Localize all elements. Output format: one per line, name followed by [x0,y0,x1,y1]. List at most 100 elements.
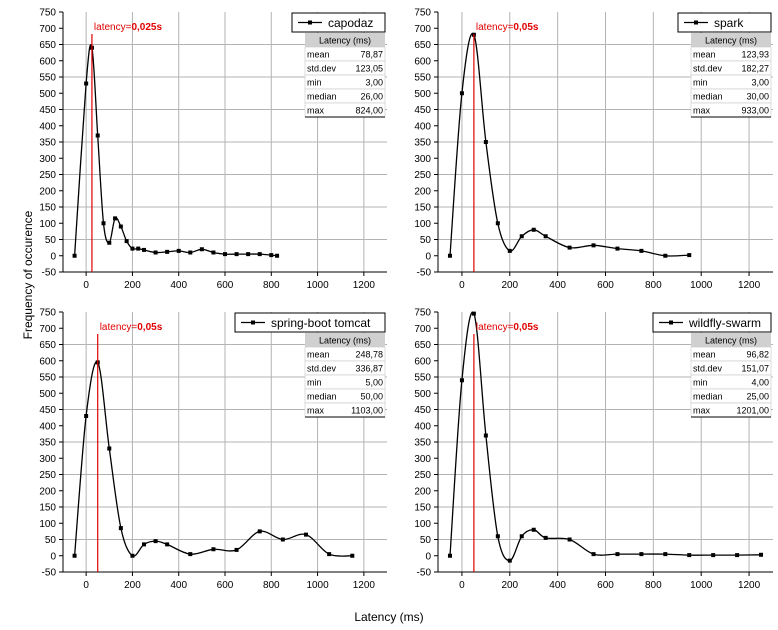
y-tick-label: 0 [425,251,431,262]
y-tick-label: 150 [414,503,431,514]
y-tick-label: 750 [39,308,56,319]
data-point [188,552,193,557]
data-point [447,553,452,558]
y-tick-label: 500 [414,89,431,100]
data-point [223,252,227,257]
y-tick-label: 700 [39,324,56,335]
y-tick-label: 50 [45,235,57,246]
stats-row-value: 1201,00 [736,406,769,416]
x-tick-label: 400 [549,280,566,291]
y-tick-label: 250 [414,470,431,481]
stats-row-label: std.dev [307,64,337,74]
stats-row-value: 182,27 [741,64,769,74]
y-tick-label: 400 [414,421,431,432]
stats-row-label: min [693,78,708,88]
data-point [118,526,123,531]
y-tick-label: 550 [39,73,56,84]
latency-annotation-value: 0,05s [513,322,538,333]
x-tick-label: 600 [217,580,234,591]
stats-row-value: 26,00 [360,92,383,102]
x-tick-label: 600 [597,280,614,291]
data-point [447,253,452,258]
stats-row-value: 248,78 [355,350,383,360]
data-point [711,553,716,558]
data-point [246,252,251,257]
x-tick-label: 800 [263,580,280,591]
stats-row-label: min [307,378,322,388]
stats-row-value: 123,05 [355,64,383,74]
data-point [72,553,77,558]
x-tick-label: 1000 [306,280,329,291]
legend-label: capodaz [328,16,373,30]
stats-header-bg [691,333,771,347]
y-tick-label: 150 [39,203,56,214]
x-tick-label: 200 [501,280,518,291]
y-tick-label: 550 [414,373,431,384]
y-tick-label: 500 [414,389,431,400]
y-tick-label: 600 [39,56,56,67]
data-point [153,539,158,544]
x-tick-label: 400 [549,580,566,591]
y-tick-label: -50 [417,568,432,579]
y-tick-label: 350 [39,138,56,149]
y-tick-label: 150 [414,203,431,214]
x-tick-label: 800 [645,580,662,591]
data-point [591,243,596,248]
stats-row-label: std.dev [307,364,337,374]
stats-row-value: 78,87 [360,50,383,60]
x-tick-label: 1200 [738,280,761,291]
x-tick-label: 200 [124,580,141,591]
y-tick-label: 300 [414,454,431,465]
y-tick-label: 600 [414,356,431,367]
data-point [257,529,262,534]
data-point [84,81,89,86]
chart-panel-4: -50 0 50 100 150 200 250 300 350 400 450 500 550 600 6… [414,308,773,591]
data-point [113,216,118,221]
data-point [531,527,536,532]
y-tick-label: 650 [414,340,431,351]
data-point [459,378,464,383]
stats-row-label: max [693,406,711,416]
data-point [130,553,135,558]
data-point [567,245,572,250]
y-tick-label: 750 [39,8,56,19]
x-tick-label: 600 [597,580,614,591]
legend-marker [669,320,673,325]
x-tick-label: 1000 [690,580,713,591]
latency-annotation-prefix: latency= [94,22,132,33]
x-tick-label: 1200 [353,580,376,591]
data-point [124,239,129,244]
data-point [687,553,692,558]
legend-marker [251,320,255,325]
y-tick-label: 350 [39,438,56,449]
data-point [165,249,170,254]
legend-label: wildfly-swarm [688,316,761,330]
stats-row-label: max [307,106,325,116]
legend-box [652,312,772,333]
y-tick-label: 600 [414,56,431,67]
data-point [350,553,355,558]
data-point [142,247,146,252]
y-tick-label: 200 [39,486,56,497]
data-point [142,542,146,547]
data-point [495,221,500,226]
data-point [687,253,692,258]
y-tick-label: 200 [414,186,431,197]
legend-label: spring-boot tomcat [271,316,371,330]
data-point [639,552,644,557]
x-tick-label: 0 [459,580,465,591]
y-tick-label: 700 [39,24,56,35]
data-point [101,221,106,226]
y-tick-label: 750 [414,308,431,319]
latency-annotation: latency=0,05s [100,322,163,333]
y-tick-label: 0 [50,551,56,562]
data-point [280,537,285,542]
data-point [519,234,524,239]
data-point [130,246,135,251]
data-point [459,91,464,96]
y-tick-label: -50 [417,268,432,279]
latency-annotation-value: 0,025s [131,22,162,33]
data-point [615,552,620,557]
data-point [567,537,572,542]
